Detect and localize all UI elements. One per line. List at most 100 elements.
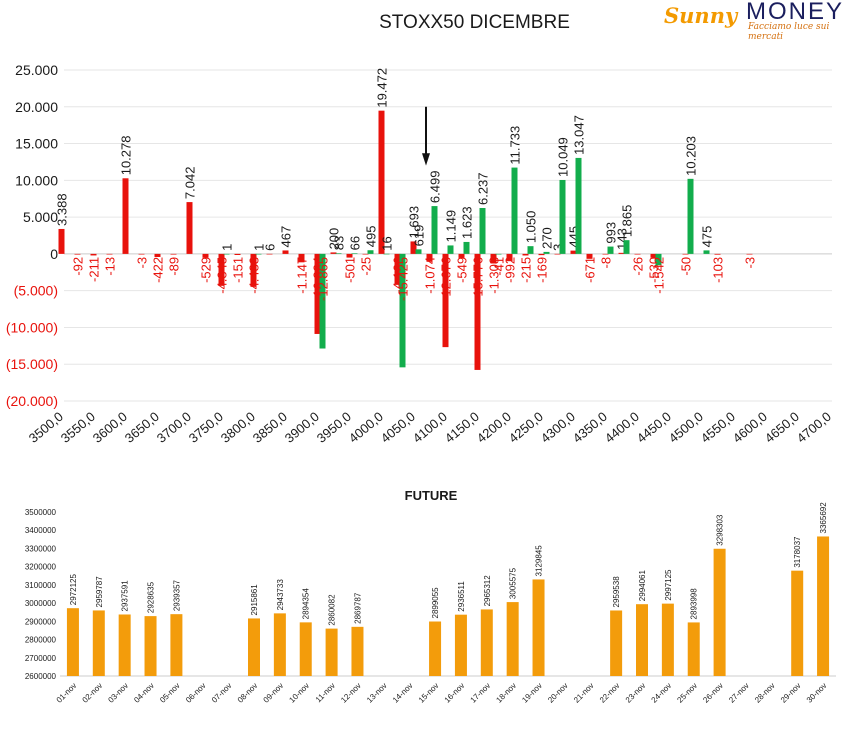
bar-red (90, 253, 97, 256)
data-label: -25 (359, 257, 374, 276)
bar-red (618, 252, 625, 254)
bar-red (570, 250, 577, 254)
y-tick-label: 0 (50, 246, 58, 262)
y-tick-label: 3500000 (25, 508, 57, 517)
y-tick-label: 2700000 (25, 654, 57, 663)
bar-red (490, 253, 497, 264)
bar (713, 548, 726, 676)
bar (118, 614, 131, 676)
bar-red (522, 253, 529, 256)
data-label: -13 (103, 257, 118, 276)
bar-red (458, 253, 465, 258)
bar-green (607, 246, 614, 254)
bar (144, 616, 157, 676)
data-label: 619 (412, 225, 427, 247)
x-tick-label: 21-nov (572, 681, 596, 705)
bar-red (714, 253, 721, 255)
bar-green (319, 253, 326, 349)
data-label: 2936511 (457, 581, 466, 612)
bar-green (223, 253, 230, 255)
x-tick-label: 11-nov (314, 681, 337, 704)
bar-green (655, 253, 662, 266)
logo-tagline: Facciamo luce sui mercati (748, 22, 830, 42)
y-tick-label: 3400000 (25, 526, 57, 535)
data-label: -41 (492, 257, 507, 276)
bar-red (122, 178, 129, 254)
data-label: 6.499 (428, 171, 443, 204)
bar (325, 628, 338, 676)
bar-green (495, 253, 502, 255)
bar-red (58, 228, 65, 254)
y-tick-label: 3100000 (25, 581, 57, 590)
data-label: 7.042 (183, 167, 198, 200)
y-tick-label: 10.000 (15, 172, 58, 188)
bar (273, 613, 286, 676)
bar-red (554, 253, 561, 255)
data-label: -4.483 (247, 257, 262, 294)
data-label: 6 (263, 244, 278, 251)
future-title: FUTURE (405, 488, 458, 503)
bar-red (202, 253, 209, 258)
data-label: 6.237 (476, 172, 491, 205)
bar (610, 610, 623, 676)
data-label: -671 (583, 257, 598, 283)
bar (92, 610, 105, 676)
data-label: 16 (380, 236, 395, 250)
data-label: -8 (599, 257, 614, 269)
bar-red (154, 253, 161, 257)
data-label: 2915861 (250, 584, 259, 616)
bar-red (298, 253, 305, 263)
bar-red (394, 253, 401, 285)
x-tick-label: 09-nov (262, 681, 286, 705)
bar-red (602, 253, 609, 255)
bar-green (559, 179, 566, 254)
bar-red (74, 253, 81, 255)
bar-red (106, 253, 113, 255)
bar-red (650, 253, 657, 258)
data-label: 2893998 (690, 588, 699, 620)
x-tick-label: 30-nov (805, 681, 829, 705)
data-label: -422 (151, 257, 166, 283)
x-tick-label: 01-nov (55, 681, 79, 705)
data-label: -3 (135, 257, 150, 269)
bar-red (538, 253, 545, 256)
x-tick-label: 13-nov (365, 681, 389, 705)
arrow-head-icon (422, 153, 430, 166)
data-label: 11.733 (508, 126, 523, 165)
bar (248, 618, 260, 676)
bar-green (623, 240, 630, 254)
bar (351, 626, 364, 676)
data-label: 1.050 (524, 211, 539, 244)
data-label: 270 (540, 227, 555, 249)
data-label: -26 (631, 257, 646, 276)
data-label: 10.049 (556, 137, 571, 177)
data-label: 19.472 (375, 68, 390, 108)
data-label: 66 (348, 236, 363, 250)
data-label: 3129845 (535, 545, 544, 577)
x-tick-label: 27-nov (727, 681, 751, 705)
data-label: -103 (711, 257, 726, 283)
x-tick-label: 20-nov (546, 681, 570, 705)
bar (429, 621, 442, 676)
bar (170, 614, 183, 676)
data-label: -92 (71, 257, 86, 276)
bar-red (378, 110, 385, 254)
data-label: 1 (220, 244, 235, 251)
data-label: 3 (551, 244, 566, 251)
y-tick-label: (20.000) (6, 393, 58, 409)
data-label: 475 (700, 226, 715, 248)
x-tick-label: 16-nov (443, 681, 467, 705)
bar-red (634, 253, 641, 255)
data-label: 2860082 (328, 594, 337, 626)
data-label: -992 (503, 257, 518, 283)
bar-green (479, 208, 486, 254)
data-label: 3005575 (509, 567, 518, 599)
bar (532, 579, 545, 676)
data-label: 10.278 (119, 136, 134, 176)
bar-red (282, 250, 289, 254)
x-tick-label: 07-nov (210, 681, 234, 705)
data-label: -501 (343, 257, 358, 283)
data-label: 3298303 (716, 514, 725, 546)
bar-green (447, 245, 454, 254)
